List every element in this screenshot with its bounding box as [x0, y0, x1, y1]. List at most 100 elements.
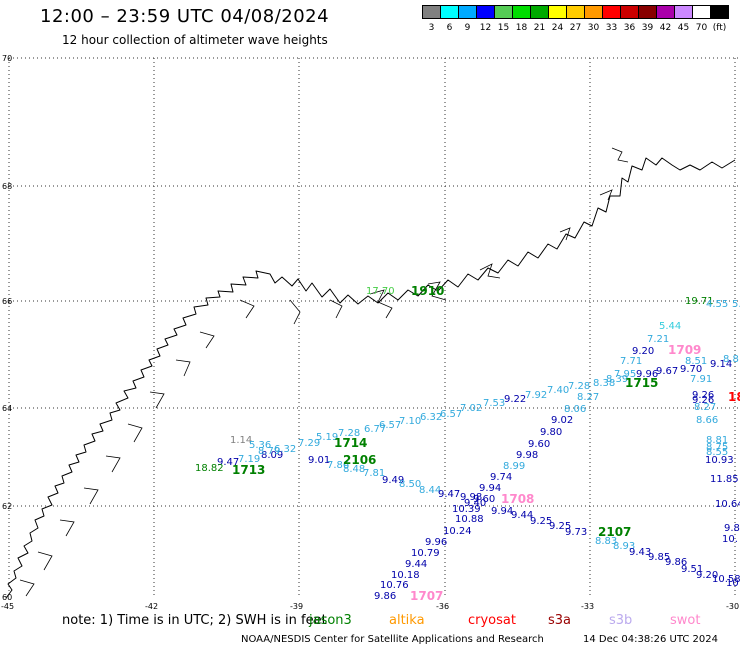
legend-label: 21	[533, 23, 546, 33]
wave-height-label: 9.60	[473, 494, 495, 505]
wave-height-label: 9.74	[490, 472, 512, 483]
satellite-pass-time: 18	[728, 390, 740, 404]
wave-height-label: 9.94	[491, 506, 513, 517]
wave-height-label: 9.26	[692, 390, 714, 401]
wave-height-label: 9.25	[549, 521, 571, 532]
legend-label: 18	[515, 23, 528, 33]
wave-height-label: 9.47	[438, 489, 460, 500]
legend-label: 70	[695, 23, 708, 33]
wave-height-label: 8.27	[694, 402, 716, 413]
wave-height-label: 9.14	[710, 359, 732, 370]
wave-height-label: 7.91	[690, 374, 712, 385]
wave-height-label: 9.43	[629, 547, 651, 558]
satellite-pass-time: 1707	[410, 589, 443, 603]
legend-label: 24	[551, 23, 564, 33]
wave-height-label: 6.77	[364, 424, 386, 435]
wave-height-label: 5.44	[659, 321, 681, 332]
wave-height-label: 7.86	[327, 460, 349, 471]
wave-height-label: 9.8	[724, 523, 740, 534]
coastline-detail	[19, 147, 629, 597]
wave-height-label: 9.44	[511, 510, 533, 521]
legend-label: 9	[464, 23, 471, 33]
wave-height-label: 8.51	[685, 356, 707, 367]
legend-label: (ft)	[712, 23, 727, 33]
wave-height-label: 10.58	[712, 574, 740, 585]
wave-height-label: 7.29	[298, 438, 320, 449]
wave-height-label: 9.20	[696, 570, 718, 581]
satellite-pass-time: 1715	[625, 376, 658, 390]
wave-height-label: 4.55	[706, 299, 728, 310]
wave-height-label: 5.5	[732, 299, 740, 310]
lon-label-30: -30	[726, 602, 739, 611]
lat-label-70: 70	[2, 54, 12, 63]
wave-height-label: 7.95	[614, 369, 636, 380]
satellite-pass-time: 2107	[598, 525, 631, 539]
greenland-coastline	[5, 157, 736, 599]
wave-height-label: 9.98	[460, 492, 482, 503]
wave-height-label: 7.81	[363, 468, 385, 479]
wave-height-label: 8.48	[343, 464, 365, 475]
wave-height-label: 9.22	[504, 394, 526, 405]
lat-label-60: 60	[2, 593, 12, 602]
wave-height-label: 6.57	[440, 409, 462, 420]
wave-height-label: 9.96	[425, 537, 447, 548]
sat-name-cryosat: cryosat	[468, 613, 516, 628]
wave-height-label: 7.71	[620, 356, 642, 367]
wave-height-label: 9.01	[308, 455, 330, 466]
lat-label-66: 66	[2, 297, 12, 306]
sat-name-altika: altika	[389, 613, 425, 628]
legend-swatch	[710, 5, 729, 19]
wave-height-label: 10	[726, 578, 739, 589]
legend-label: 30	[587, 23, 600, 33]
wave-height-label: 8.8	[723, 354, 739, 365]
wave-height-label: 5.36	[249, 440, 271, 451]
wave-height-label: 7.28	[568, 381, 590, 392]
wave-height-label: 9.67	[656, 366, 678, 377]
wave-height-label: 9.60	[528, 439, 550, 450]
sat-name-swot: swot	[670, 613, 701, 628]
lat-label-62: 62	[2, 502, 12, 511]
lat-label-68: 68	[2, 182, 12, 191]
wave-height-label: 19.71	[685, 296, 714, 307]
lon-label-42: -42	[145, 602, 158, 611]
wave-height-label: 17.70	[366, 286, 395, 297]
wave-height-label: 9.70	[680, 364, 702, 375]
wave-height-label: 8.81	[706, 435, 728, 446]
wave-height-label: 8.50	[399, 479, 421, 490]
wave-height-label: 8.39	[606, 374, 628, 385]
wave-height-label: 10.93	[705, 455, 734, 466]
wave-height-label: 8.79	[258, 446, 280, 457]
legend-label: 42	[659, 23, 672, 33]
wave-height-label: 9.85	[648, 552, 670, 563]
wave-height-label: 8.99	[503, 461, 525, 472]
wave-height-label: 8.55	[706, 447, 728, 458]
wave-height-label: 7.28	[338, 428, 360, 439]
wave-height-labels: 17.7019.714.555.55.447.219.207.718.519.1…	[195, 286, 740, 602]
legend-label: 12	[479, 23, 492, 33]
wave-height-label: 9.20	[632, 346, 654, 357]
wave-height-label: 9.25	[530, 516, 552, 527]
wave-height-label: 8.27	[577, 392, 599, 403]
wave-height-label: 9.86	[665, 557, 687, 568]
legend-label: 39	[641, 23, 654, 33]
wave-height-label: 7.21	[647, 334, 669, 345]
wave-height-label: 9.44	[405, 559, 427, 570]
wave-height-label: 5.19	[316, 432, 338, 443]
wave-height-label: 8.06	[564, 404, 586, 415]
wave-height-label: 10.76	[380, 580, 409, 591]
wave-height-label: 9.02	[551, 415, 573, 426]
wave-height-label: 9.51	[681, 564, 703, 575]
wave-height-label: 7.02	[460, 403, 482, 414]
wave-height-label: 10.39	[452, 504, 481, 515]
lat-lon-grid	[8, 57, 740, 598]
lon-label-45: -45	[1, 602, 14, 611]
legend-label: 36	[623, 23, 636, 33]
wave-height-label: 7.92	[525, 390, 547, 401]
wave-height-label: 1.14	[230, 435, 252, 446]
satellite-pass-labels: 1910 1709 1715 18 1714 2106 1713 1708 2107 1707	[232, 284, 740, 603]
legend-label: 6	[446, 23, 453, 33]
legend-label: 27	[569, 23, 582, 33]
sat-name-s3b: s3b	[609, 613, 633, 628]
wave-height-label: 11.85	[710, 474, 739, 485]
sat-name-s3a: s3a	[548, 613, 572, 628]
